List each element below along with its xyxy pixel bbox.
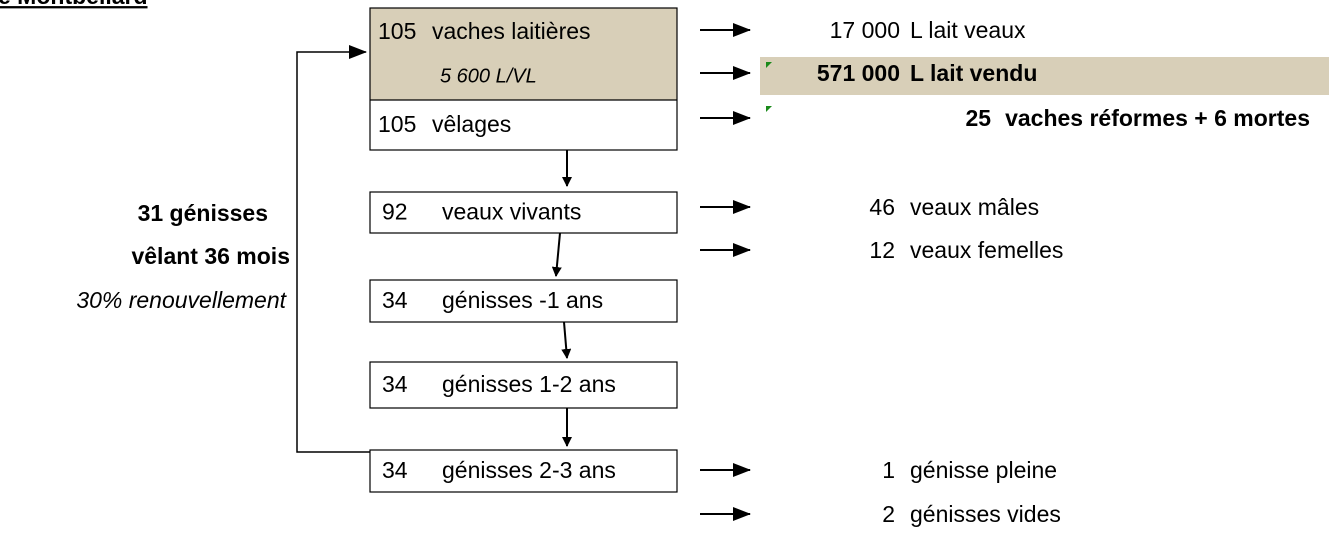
cell-marker [766,106,772,112]
output-amount: 25 [965,105,991,131]
renewal-age: vêlant 36 mois [131,243,290,269]
flow-arrow [551,232,562,277]
stage-box [369,449,678,493]
stage-count: 34 [382,287,408,313]
output: 25 vaches réformes + 6 mortes [965,105,1310,131]
output-label: génisse pleine [910,457,1057,483]
renewal-loop [296,45,370,453]
output-amount: 571 000 [817,60,900,86]
herd-yield: 5 600 L/VL [440,65,537,87]
stage-count: 34 [382,457,408,483]
stage-label: génisses -1 ans [442,287,603,313]
output-amount: 2 [882,501,895,527]
stage-label: génisses 1-2 ans [442,371,616,397]
output-label: vaches réformes + 6 mortes [1005,105,1310,131]
output-amount: 17 000 [830,17,900,43]
herd-box [369,7,678,151]
stage-box [369,191,678,234]
stage-box [369,361,678,409]
calvings-label: vêlages [432,111,511,137]
renewal-rate: 30% renouvellement [76,287,287,313]
stage-count: 92 [382,199,408,225]
output-amount: 12 [869,237,895,263]
stage-label: veaux vivants [442,199,581,225]
output-label: L lait vendu [910,60,1037,86]
output-label: veaux femelles [910,237,1063,263]
sold-milk-fill [760,57,1329,95]
flow-arrow [561,321,572,359]
stage-count: 34 [382,371,408,397]
stage-box [369,279,678,323]
output-label: génisses vides [910,501,1061,527]
herd-count: 105 [378,18,416,44]
herd-label: vaches laitières [432,18,591,44]
output-label: L lait veaux [910,17,1026,43]
title: e Montbéliard [0,0,148,9]
cell-marker [766,62,772,68]
renewal-heifers: 31 génisses [138,200,268,226]
output-label: veaux mâles [910,194,1039,220]
output-amount: 1 [882,457,895,483]
calvings-count: 105 [378,111,416,137]
herd-fill [370,8,677,100]
stage-label: génisses 2-3 ans [442,457,616,483]
output-amount: 46 [869,194,895,220]
